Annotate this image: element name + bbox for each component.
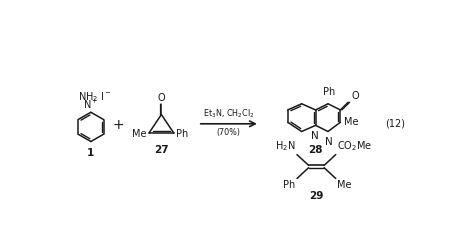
Text: Et$_3$N, CH$_2$Cl$_2$: Et$_3$N, CH$_2$Cl$_2$ xyxy=(203,107,255,120)
Text: (70%): (70%) xyxy=(217,128,241,137)
Text: 1: 1 xyxy=(87,148,94,158)
Text: $\mathsf{I^-}$: $\mathsf{I^-}$ xyxy=(100,90,111,102)
Text: +: + xyxy=(113,118,124,132)
Text: CO$_2$Me: CO$_2$Me xyxy=(337,139,372,153)
Text: Ph: Ph xyxy=(176,129,188,139)
Text: (12): (12) xyxy=(385,119,405,129)
Text: 28: 28 xyxy=(308,145,323,155)
Text: Me: Me xyxy=(132,129,147,139)
Text: N: N xyxy=(311,131,319,141)
Text: N: N xyxy=(325,137,333,147)
Text: Ph: Ph xyxy=(323,87,336,97)
Text: H$_2$N: H$_2$N xyxy=(275,139,296,153)
Text: $\mathsf{NH_2}$: $\mathsf{NH_2}$ xyxy=(79,90,99,104)
Text: 29: 29 xyxy=(309,191,324,201)
Text: Me: Me xyxy=(344,117,359,127)
Text: Ph: Ph xyxy=(283,180,296,190)
Text: O: O xyxy=(158,93,165,103)
Text: $\mathsf{N^+}$: $\mathsf{N^+}$ xyxy=(83,98,99,111)
Text: 27: 27 xyxy=(154,145,169,155)
Text: O: O xyxy=(351,91,359,101)
Text: Me: Me xyxy=(337,180,352,190)
